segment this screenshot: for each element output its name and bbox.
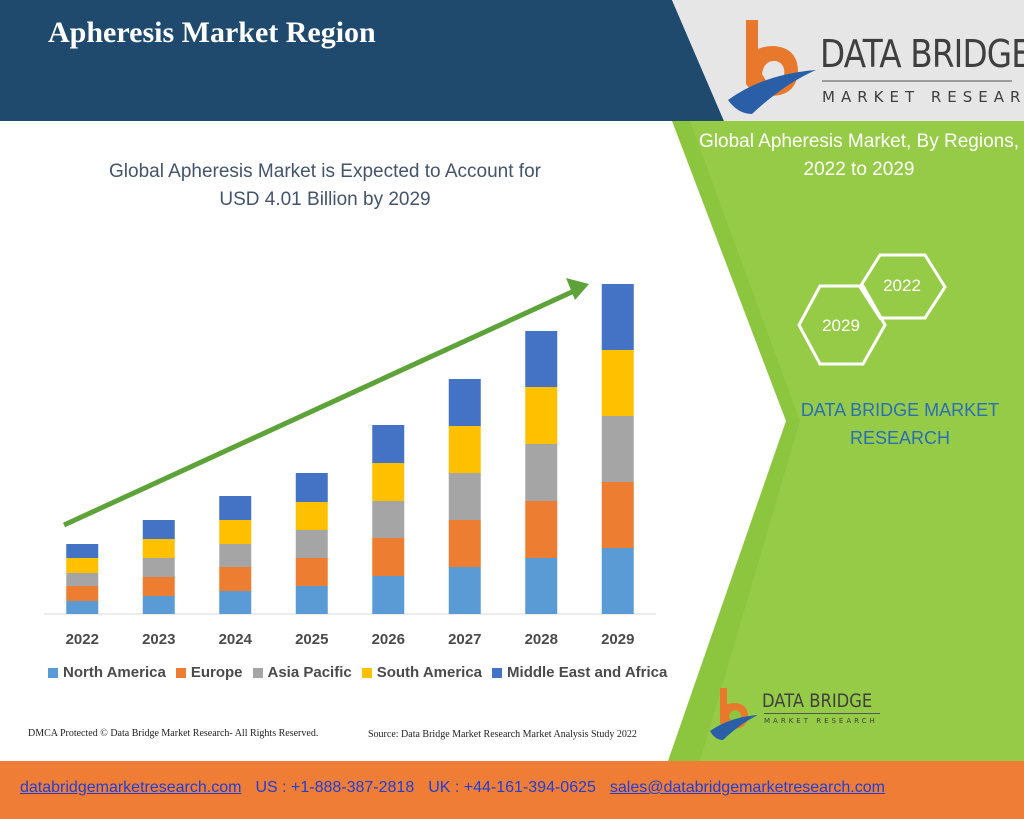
bar-segment-2027-4 xyxy=(448,379,481,426)
legend-swatch-3 xyxy=(361,667,372,678)
hexagon-year-top: 2022 xyxy=(883,276,921,295)
x-tick-label-2027: 2027 xyxy=(448,631,481,648)
legend-label-4: Middle East and Africa xyxy=(507,664,668,681)
panel-brand-line2: RESEARCH xyxy=(849,428,951,448)
bar-segment-2026-0 xyxy=(372,576,405,614)
x-tick-label-2028: 2028 xyxy=(525,631,558,648)
brand-name: DATA BRIDGE xyxy=(820,32,1024,76)
stacked-bar-chart: 2022 2023 2024 2025 2026 2027 2028 2029 xyxy=(44,278,656,648)
bar-segment-2025-4 xyxy=(295,473,328,502)
bar-segment-2025-1 xyxy=(295,558,328,586)
legend-label-3: South America xyxy=(376,664,483,681)
bar-segment-2027-2 xyxy=(448,473,481,520)
legend-item-0: North America xyxy=(48,664,166,681)
bar-segment-2027-3 xyxy=(448,426,481,473)
email-link[interactable]: sales@databridgemarketresearch.com xyxy=(609,779,885,796)
legend-swatch-2 xyxy=(252,667,263,678)
legend-label-2: Asia Pacific xyxy=(267,664,352,681)
bar-segment-2028-2 xyxy=(525,444,558,501)
trend-arrow-head-icon xyxy=(566,278,589,300)
bar-segment-2024-0 xyxy=(219,591,252,614)
bar-segment-2026-4 xyxy=(372,425,405,463)
legend-item-2: Asia Pacific xyxy=(252,664,352,681)
x-tick-label-2024: 2024 xyxy=(219,631,253,648)
chart-legend: North America Europe Asia Pacific South Ame… xyxy=(48,664,667,681)
legend-swatch-1 xyxy=(175,667,186,678)
x-tick-label-2029: 2029 xyxy=(601,631,634,648)
footer-bar: databridgemarketresearch.com US : +1-888… xyxy=(0,761,1024,819)
bar-segment-2025-2 xyxy=(295,530,328,558)
bar-segment-2024-1 xyxy=(219,567,252,591)
legend-item-4: Middle East and Africa xyxy=(492,664,667,681)
bar-segment-2023-2 xyxy=(142,558,175,577)
panel-subtitle-line1: Global Apheresis Market, By Regions, xyxy=(699,131,1019,152)
copyright-text: DMCA Protected © Data Bridge Market Rese… xyxy=(28,728,319,739)
bar-segment-2022-1 xyxy=(66,586,99,601)
panel-subtitle: Global Apheresis Market, By Regions, 202… xyxy=(694,128,1024,184)
x-tick-label-2023: 2023 xyxy=(142,631,175,648)
bar-segment-2023-4 xyxy=(142,520,175,539)
bar-segment-2024-3 xyxy=(219,520,252,544)
bar-segment-2023-3 xyxy=(142,539,175,558)
chart-title: Global Apheresis Market is Expected to A… xyxy=(80,158,570,214)
bar-segment-2022-4 xyxy=(66,544,99,558)
legend-label-1: Europe xyxy=(190,664,243,681)
brand-subtitle: MARKET RESEARCH xyxy=(822,88,1024,106)
x-tick-label-2025: 2025 xyxy=(295,631,328,648)
bar-segment-2024-4 xyxy=(219,496,252,520)
uk-phone[interactable]: UK : +44-161-394-0625 xyxy=(428,779,596,796)
bar-segment-2029-3 xyxy=(601,350,634,416)
bar-segment-2024-2 xyxy=(219,544,252,567)
bar-segment-2028-0 xyxy=(525,558,558,614)
hexagon-year-bottom: 2029 xyxy=(822,316,860,335)
panel-logo-subtitle: MARKET RESEARCH xyxy=(764,717,878,725)
legend-item-1: Europe xyxy=(175,664,243,681)
chart-title-line1: Global Apheresis Market is Expected to A… xyxy=(109,161,541,182)
source-text: Source: Data Bridge Market Research Mark… xyxy=(368,729,637,740)
panel-logo-name: DATA BRIDGE xyxy=(762,690,873,712)
chart-title-line2: USD 4.01 Billion by 2029 xyxy=(219,189,431,210)
bar-segment-2026-3 xyxy=(372,463,405,501)
legend-label-0: North America xyxy=(63,664,166,681)
panel-subtitle-line2: 2022 to 2029 xyxy=(803,159,915,180)
trend-arrow-line xyxy=(62,288,576,528)
bar-segment-2026-1 xyxy=(372,538,405,576)
bar-segment-2025-3 xyxy=(295,502,328,530)
bar-segment-2029-4 xyxy=(601,284,634,350)
x-tick-label-2026: 2026 xyxy=(372,631,405,648)
bar-segment-2028-3 xyxy=(525,387,558,444)
bar-segment-2029-0 xyxy=(601,548,634,614)
bar-segment-2022-2 xyxy=(66,573,99,586)
bar-segment-2028-1 xyxy=(525,501,558,558)
footer-contacts: databridgemarketresearch.com US : +1-888… xyxy=(20,779,885,797)
bar-segment-2027-0 xyxy=(448,567,481,614)
bar-segment-2026-2 xyxy=(372,501,405,538)
page-title: Apheresis Market Region xyxy=(48,16,376,49)
panel-logo: DATA BRIDGE MARKET RESEARCH xyxy=(708,686,908,742)
panel-logo-divider xyxy=(764,713,880,714)
website-link[interactable]: databridgemarketresearch.com xyxy=(20,779,242,796)
bar-segment-2029-2 xyxy=(601,416,634,482)
x-tick-label-2022: 2022 xyxy=(66,631,99,648)
bar-segment-2028-4 xyxy=(525,331,558,387)
brand-logo-mark-icon xyxy=(728,20,816,114)
brand-divider xyxy=(822,80,1012,82)
bar-segment-2022-3 xyxy=(66,558,99,573)
bar-segment-2029-1 xyxy=(601,482,634,548)
legend-swatch-4 xyxy=(492,667,503,678)
legend-item-3: South America xyxy=(361,664,483,681)
bar-segment-2027-1 xyxy=(448,520,481,567)
panel-logo-mark-icon xyxy=(710,688,758,740)
panel-brand-line1: DATA BRIDGE MARKET xyxy=(800,400,1000,420)
bar-segment-2025-0 xyxy=(295,586,328,614)
bar-segment-2023-1 xyxy=(142,577,175,596)
header-band: Apheresis Market Region xyxy=(0,0,1024,121)
bar-segment-2022-0 xyxy=(66,601,99,614)
legend-swatch-0 xyxy=(48,667,58,678)
panel-brand-text: DATA BRIDGE MARKET RESEARCH xyxy=(780,396,1020,452)
brand-logo: DATA BRIDGE MARKET RESEARCH xyxy=(724,14,1024,114)
bar-segment-2023-0 xyxy=(142,596,175,614)
us-phone[interactable]: US : +1-888-387-2818 xyxy=(255,779,415,796)
